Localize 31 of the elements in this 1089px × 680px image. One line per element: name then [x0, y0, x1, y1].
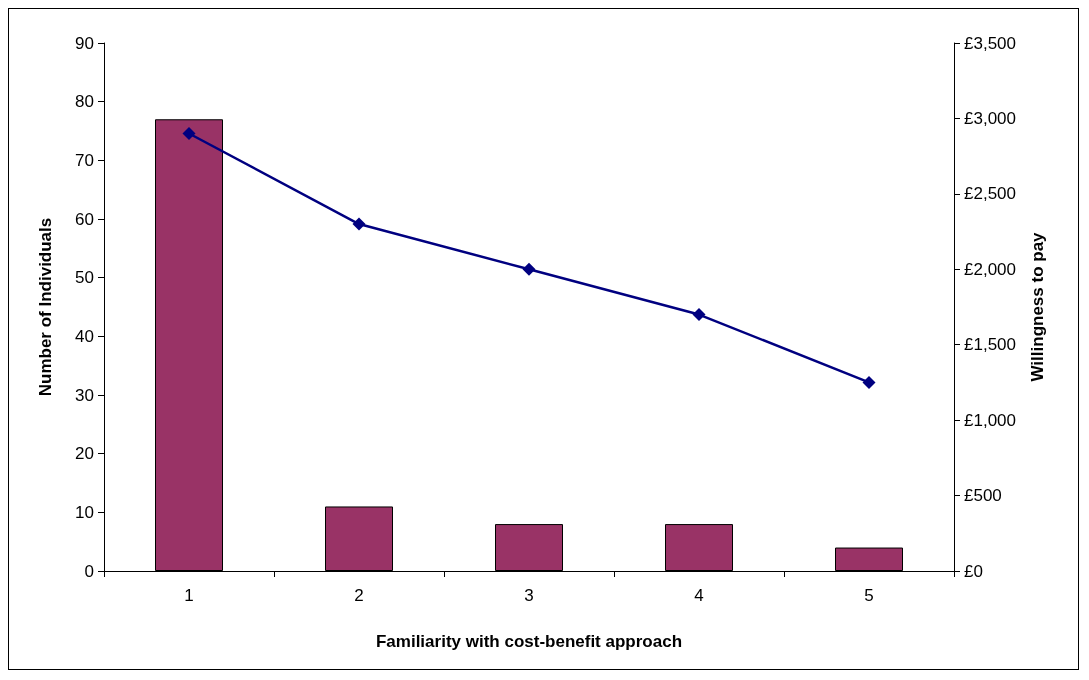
- y-tick-label: 70: [75, 150, 94, 170]
- y2-tick-label: £1,500: [964, 335, 1016, 355]
- y2-tick-label: £2,500: [964, 184, 1016, 204]
- x-tick-label: 4: [694, 586, 704, 605]
- y2-tick-label: £0: [964, 561, 983, 581]
- x-axis-title: Familiarity with cost-benefit approach: [375, 632, 683, 651]
- y2-tick-label: £1,000: [964, 410, 1016, 430]
- y-tick-label: 20: [75, 444, 94, 464]
- y-tick-label: 50: [75, 268, 94, 288]
- y2-tick-label: £500: [964, 486, 1002, 506]
- point: [692, 308, 706, 322]
- y-tick-label: 80: [75, 92, 94, 112]
- y2-tick-label: £3,000: [964, 108, 1016, 128]
- point: [862, 375, 876, 389]
- x-tick-label: 3: [524, 586, 534, 605]
- x-tick-label: 1: [184, 586, 194, 605]
- point: [182, 127, 196, 141]
- x-tick-label: 2: [354, 586, 364, 605]
- y2-tick-label: £2,000: [964, 259, 1016, 279]
- y-tick-label: 10: [75, 502, 94, 522]
- y2-axis-title: Willingness to pay: [1028, 231, 1047, 382]
- x-tick-label: 5: [864, 586, 874, 605]
- point: [352, 217, 366, 231]
- y-tick-label: 30: [75, 385, 94, 405]
- y-tick-label: 40: [75, 326, 94, 346]
- y-tick-label: 0: [84, 561, 94, 581]
- y-tick-label: 60: [75, 209, 94, 229]
- point: [522, 262, 536, 276]
- y-axis-title: Number of Individuals: [36, 217, 55, 397]
- y-tick-label: 90: [75, 33, 94, 53]
- y2-tick-label: £3,500: [964, 33, 1016, 53]
